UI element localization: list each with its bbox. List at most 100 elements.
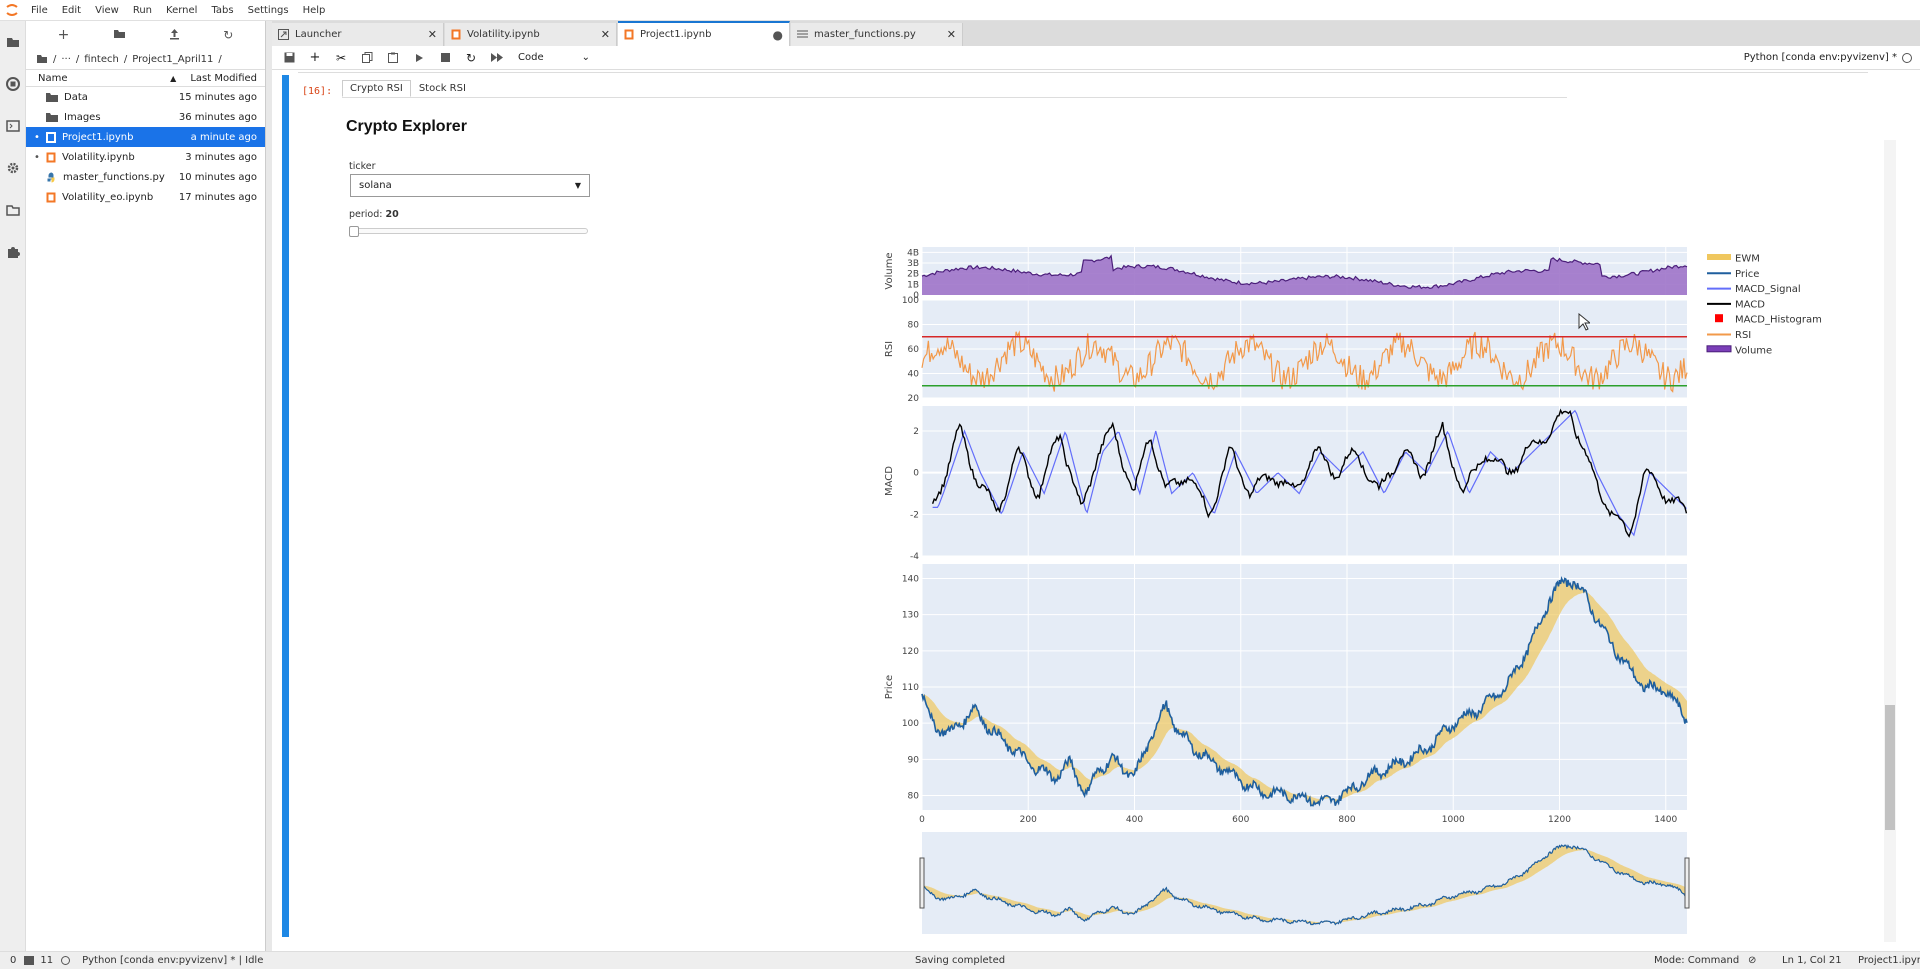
new-launcher-icon[interactable]: + — [57, 27, 70, 43]
panel-splitter[interactable] — [266, 21, 272, 951]
close-icon[interactable]: ✕ — [600, 28, 610, 41]
extension-icon[interactable] — [0, 231, 26, 273]
legend-swatch-ewm — [1707, 254, 1731, 260]
macd-tick-label: 0 — [913, 469, 919, 479]
menu-kernel[interactable]: Kernel — [166, 4, 198, 16]
macd-line — [931, 408, 1688, 538]
menu-tabs[interactable]: Tabs — [211, 4, 234, 16]
file-row-volatility[interactable]: • Volatility.ipynb 3 minutes ago — [34, 151, 257, 163]
status-num-kernels[interactable]: 11 — [40, 955, 54, 966]
file-row-data[interactable]: Data 15 minutes ago — [26, 87, 265, 107]
launcher-icon — [278, 29, 289, 40]
file-row-volatility-eo[interactable]: Volatility_eo.ipynb 17 minutes ago — [26, 187, 265, 207]
menu-help[interactable]: Help — [302, 4, 326, 16]
sort-caret-icon[interactable]: ▲ — [170, 73, 177, 83]
refresh-icon[interactable]: ↻ — [223, 28, 234, 42]
tab-crypto-rsi[interactable]: Crypto RSI — [342, 80, 411, 97]
save-icon[interactable] — [278, 48, 300, 68]
breadcrumb-project[interactable]: Project1_April11 — [132, 53, 214, 65]
notebook-icon — [46, 131, 56, 143]
tabs-icon[interactable] — [0, 189, 26, 231]
file-modified: 36 minutes ago — [178, 111, 257, 123]
gear-icon[interactable] — [0, 147, 26, 189]
cell-type-select[interactable]: Code ⌄ — [518, 52, 590, 63]
rsi-tick-label: 100 — [902, 296, 919, 306]
cut-icon[interactable]: ✂ — [335, 50, 347, 65]
file-row-images[interactable]: Images 36 minutes ago — [26, 107, 265, 127]
new-folder-icon[interactable] — [113, 28, 126, 42]
legend-item-price[interactable]: Price — [1735, 269, 1759, 280]
close-icon[interactable]: ✕ — [946, 28, 956, 41]
rangeslider-right-handle[interactable] — [1684, 857, 1690, 909]
price-line — [921, 575, 1688, 807]
status-kernel[interactable]: Python [conda env:pyvizenv] * | Idle — [82, 955, 264, 966]
paste-icon[interactable] — [382, 48, 404, 68]
rsi-tick-label: 60 — [908, 345, 920, 355]
period-label-text: period: — [349, 209, 383, 220]
period-slider[interactable] — [349, 226, 588, 237]
legend-item-rsi[interactable]: RSI — [1735, 330, 1751, 341]
folder-icon[interactable] — [0, 21, 26, 63]
terminal-icon[interactable] — [24, 956, 35, 965]
running-icon[interactable] — [0, 63, 26, 105]
status-num-terminals[interactable]: 0 — [10, 955, 17, 966]
vertical-scrollbar[interactable] — [1884, 140, 1896, 942]
shield-icon[interactable]: ⊘ — [1748, 955, 1757, 966]
kernel-indicator[interactable]: Python [conda env:pyvizenv] * — [1744, 52, 1912, 63]
legend-item-ewm[interactable]: EWM — [1735, 254, 1760, 265]
unsaved-dot-icon[interactable]: ● — [772, 27, 783, 42]
restart-icon[interactable]: ↻ — [465, 50, 477, 65]
tab-project1[interactable]: Project1.ipynb ● — [618, 21, 790, 46]
add-cell-icon[interactable]: + — [309, 50, 321, 65]
menu-view[interactable]: View — [95, 4, 119, 16]
tab-stock-rsi[interactable]: Stock RSI — [418, 83, 466, 94]
scrollbar-thumb[interactable] — [1885, 705, 1895, 830]
modified-column-header[interactable]: Last Modified — [190, 72, 257, 84]
legend-item-macd[interactable]: MACD — [1735, 299, 1765, 310]
volume-tick-label: 2B — [907, 270, 919, 280]
legend-item-macd_histogram[interactable]: MACD_Histogram — [1735, 315, 1822, 326]
cell-collapser[interactable] — [282, 75, 289, 937]
text-file-icon — [797, 30, 808, 37]
status-mode[interactable]: Mode: Command — [1654, 955, 1740, 966]
file-row-project1[interactable]: • Project1.ipynb a minute ago — [26, 127, 265, 147]
breadcrumb-sep: / — [53, 53, 57, 65]
price-tick-label: 90 — [908, 755, 920, 765]
tab-launcher[interactable]: Launcher ✕ — [272, 23, 444, 46]
legend-item-macd_signal[interactable]: MACD_Signal — [1735, 284, 1801, 295]
breadcrumb-sep: / — [123, 53, 128, 65]
home-folder-icon[interactable] — [36, 54, 48, 64]
commands-icon[interactable] — [0, 105, 26, 147]
breadcrumb-ellipsis[interactable]: ··· — [61, 53, 71, 65]
menu-run[interactable]: Run — [132, 4, 153, 16]
ticker-select[interactable]: solana ▼ — [350, 174, 590, 197]
breadcrumb-fintech[interactable]: fintech — [84, 53, 119, 65]
x-tick-label: 1400 — [1654, 815, 1677, 825]
x-tick-label: 1000 — [1442, 815, 1465, 825]
legend-item-volume[interactable]: Volume — [1735, 345, 1772, 356]
close-icon[interactable]: ✕ — [427, 28, 437, 41]
notebook-icon — [624, 29, 634, 40]
slider-handle[interactable] — [349, 226, 359, 237]
page-title: Crypto Explorer — [346, 118, 467, 135]
menu-file[interactable]: File — [31, 4, 48, 16]
status-position[interactable]: Ln 1, Col 21 — [1782, 955, 1842, 966]
period-value: 20 — [385, 209, 399, 220]
menu-settings[interactable]: Settings — [247, 4, 289, 16]
file-name: Volatility.ipynb — [62, 151, 135, 163]
tab-volatility[interactable]: Volatility.ipynb ✕ — [445, 23, 617, 46]
stop-icon[interactable] — [434, 48, 456, 68]
menu-edit[interactable]: Edit — [61, 4, 82, 16]
macd-signal-line — [932, 409, 1687, 537]
copy-icon[interactable] — [356, 48, 378, 68]
tab-master-functions[interactable]: master_functions.py ✕ — [791, 23, 963, 46]
run-icon[interactable] — [408, 48, 430, 68]
name-column-header[interactable]: Name — [38, 72, 68, 84]
mouse-cursor-icon — [1578, 312, 1592, 334]
fast-forward-icon[interactable] — [486, 48, 508, 68]
upload-icon[interactable] — [169, 28, 180, 43]
kernel-icon[interactable] — [61, 956, 71, 965]
file-row-master-functions[interactable]: master_functions.py 10 minutes ago — [26, 167, 265, 187]
file-browser-toolbar: + ↻ — [26, 21, 265, 49]
rangeslider-left-handle[interactable] — [919, 857, 925, 909]
